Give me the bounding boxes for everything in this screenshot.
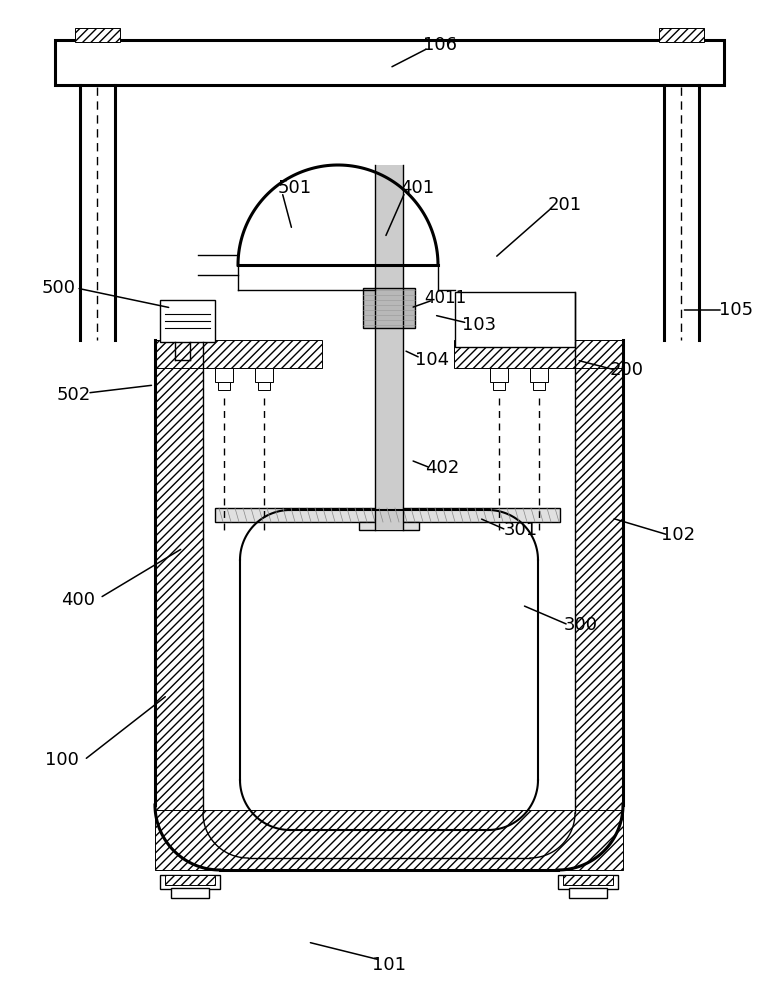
- Text: 103: 103: [462, 316, 496, 334]
- Text: 400: 400: [61, 591, 95, 609]
- Bar: [493, 382, 505, 390]
- Bar: [55, 40, 724, 85]
- Bar: [75, 28, 120, 42]
- Text: 106: 106: [423, 36, 457, 54]
- Text: 102: 102: [661, 526, 695, 544]
- Bar: [155, 340, 203, 810]
- Text: 104: 104: [415, 351, 449, 369]
- Bar: [569, 888, 607, 898]
- Text: 501: 501: [277, 179, 312, 197]
- Text: 300: 300: [563, 616, 597, 634]
- Text: 401: 401: [400, 179, 434, 197]
- Bar: [533, 382, 545, 390]
- Bar: [454, 340, 623, 368]
- Text: 402: 402: [425, 459, 460, 477]
- Text: 301: 301: [503, 521, 538, 539]
- Bar: [171, 888, 209, 898]
- Bar: [155, 340, 322, 368]
- Bar: [659, 28, 704, 42]
- Text: 502: 502: [57, 386, 91, 404]
- Bar: [490, 368, 508, 382]
- Bar: [563, 875, 613, 885]
- Text: 105: 105: [719, 301, 753, 319]
- Bar: [455, 292, 575, 347]
- Bar: [575, 340, 623, 810]
- Bar: [160, 300, 215, 342]
- Text: 100: 100: [45, 751, 79, 769]
- Bar: [359, 522, 419, 530]
- Bar: [375, 165, 403, 530]
- Bar: [215, 368, 233, 382]
- Bar: [363, 288, 415, 328]
- Bar: [255, 368, 273, 382]
- Bar: [160, 875, 220, 889]
- Text: 201: 201: [548, 196, 582, 214]
- Bar: [155, 810, 623, 870]
- Bar: [258, 382, 270, 390]
- Text: 4011: 4011: [425, 289, 467, 307]
- Text: 500: 500: [41, 279, 76, 297]
- Text: 101: 101: [372, 956, 407, 974]
- Bar: [530, 368, 548, 382]
- Text: 200: 200: [610, 361, 644, 379]
- Bar: [215, 508, 560, 522]
- Bar: [558, 875, 618, 889]
- Bar: [165, 875, 215, 885]
- Bar: [218, 382, 230, 390]
